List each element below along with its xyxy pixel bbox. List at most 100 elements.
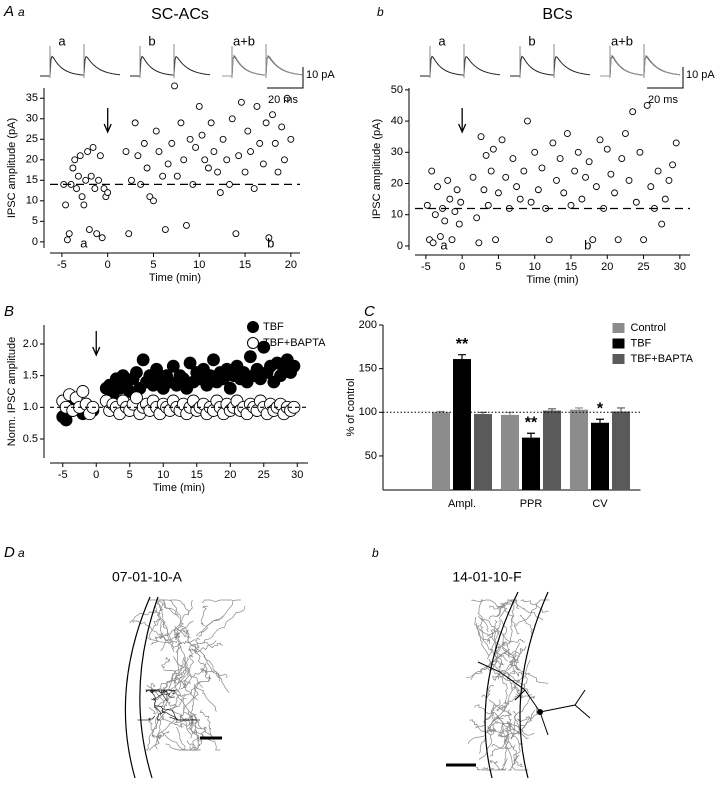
data-point (556, 155, 564, 162)
data-point (516, 195, 524, 203)
period-label: b (584, 237, 591, 252)
data-point (434, 183, 441, 191)
data-point (672, 139, 680, 147)
y-tick-label: 25 (26, 133, 38, 145)
x-tick-label: 20 (601, 261, 613, 273)
data-point (607, 170, 615, 178)
dendrite (479, 718, 498, 754)
data-point (444, 176, 452, 184)
legend-marker (247, 321, 259, 333)
y-tick-label: 35 (26, 92, 38, 104)
y-axis-label: IPSC amplitude (pA) (371, 119, 383, 219)
data-point (484, 201, 492, 209)
data-point (494, 189, 502, 197)
x-tick-label: -5 (57, 259, 67, 271)
data-point (253, 103, 261, 110)
x-tick-label: 0 (105, 259, 111, 271)
x-tick-label: 25 (258, 469, 270, 481)
dendrite (199, 709, 215, 741)
data-point (473, 214, 481, 222)
data-point (73, 185, 81, 192)
dendrite (159, 635, 168, 642)
dendrite (148, 707, 184, 728)
layer-boundary (484, 591, 519, 779)
data-point (534, 186, 542, 194)
legend-marker (247, 337, 259, 349)
dendrite (481, 684, 495, 698)
data-point (578, 195, 586, 203)
dendrite (179, 714, 193, 728)
bar (522, 437, 540, 490)
trace (600, 55, 681, 77)
cell-label: 07-01-10-A (112, 569, 183, 585)
dendrite (156, 734, 162, 744)
x-tick-label: 0 (459, 261, 465, 273)
y-tick-label: 50 (391, 84, 403, 96)
data-point (513, 183, 521, 191)
data-point (592, 183, 600, 191)
bar (432, 412, 450, 490)
data-point (257, 340, 271, 354)
legend-label: TBF (631, 337, 652, 349)
stimulus-arrow (103, 108, 112, 134)
dendrite (514, 756, 523, 768)
data-point (553, 176, 560, 184)
dendrite (161, 599, 189, 632)
data-point (219, 135, 227, 143)
trace (40, 55, 121, 77)
y-tick-label: 2.0 (23, 338, 38, 350)
scale-bar-label: 10 pA (306, 69, 335, 81)
y-tick-label: 20 (391, 177, 403, 189)
data-point (423, 201, 431, 209)
data-point (625, 176, 633, 184)
data-point (223, 381, 237, 395)
trace (222, 55, 303, 77)
dendrite (201, 599, 232, 604)
data-point (136, 353, 150, 367)
data-point (89, 144, 97, 151)
data-point (256, 139, 264, 147)
dendrite (200, 605, 208, 627)
data-point (629, 108, 637, 116)
dendrite (486, 629, 500, 637)
legend-label: TBF+BAPTA (263, 337, 326, 349)
data-point (567, 201, 575, 209)
y-axis-label: % of control (345, 378, 357, 436)
dendrite (192, 668, 207, 677)
x-tick-label: 15 (191, 469, 203, 481)
data-point (574, 148, 582, 156)
trace (510, 55, 591, 77)
trace-label: a (58, 33, 66, 48)
y-tick-label: 40 (391, 115, 403, 127)
dendrite (175, 632, 180, 646)
data-point (640, 236, 648, 244)
chart-title: BCs (542, 6, 572, 23)
y-tick-label: 0 (397, 240, 403, 252)
dendrite (170, 707, 192, 735)
dendrite (492, 713, 505, 738)
dendrite (512, 711, 520, 733)
dendrite (146, 684, 165, 709)
data-point (78, 193, 86, 201)
data-point (611, 189, 618, 197)
data-point (287, 400, 301, 414)
dendrite (146, 636, 178, 644)
significance: * (597, 401, 604, 418)
dendrite (510, 655, 520, 672)
x-tick-label: 25 (637, 261, 649, 273)
layer-boundary (124, 596, 151, 779)
bar (543, 410, 561, 490)
dendrite (183, 655, 194, 685)
x-tick-label: 30 (291, 469, 303, 481)
x-tick-label: 5 (495, 261, 501, 273)
y-tick-label: 10 (391, 209, 403, 221)
data-point (636, 148, 644, 156)
error-bar (548, 408, 556, 411)
dendrite (500, 619, 507, 647)
data-point (166, 359, 180, 373)
data-point (168, 139, 176, 147)
x-axis-label: Time (min) (153, 482, 205, 494)
data-point (207, 353, 220, 367)
significance: ** (525, 414, 538, 431)
